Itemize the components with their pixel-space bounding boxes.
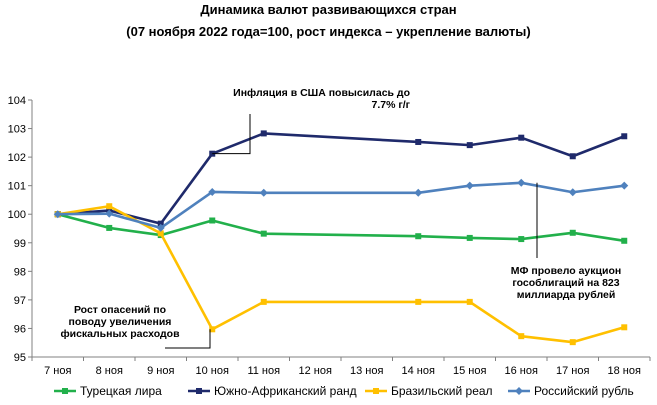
y-tick-label: 96 <box>14 323 26 335</box>
x-tick-label: 13 ноя <box>350 365 383 377</box>
data-point <box>260 130 267 137</box>
data-point <box>259 188 268 197</box>
data-point <box>53 210 62 219</box>
data-point <box>415 233 422 240</box>
annotation-usa-inflation: 7.7% г/г <box>371 99 410 111</box>
legend-label: Российский рубль <box>534 384 634 398</box>
annotation-minfin-auction: МФ провело аукцион <box>511 265 621 277</box>
annotation-leader <box>165 329 211 349</box>
annotation-usa-inflation: Инфляция в США повысилась до <box>233 87 410 99</box>
y-tick-label: 104 <box>8 95 26 107</box>
y-tick-label: 100 <box>8 209 26 221</box>
annotation-minfin-auction: гособлигаций на 823 <box>512 277 619 289</box>
data-point <box>568 188 577 197</box>
legend-label: Турецкая лира <box>80 384 162 398</box>
data-point <box>415 298 422 305</box>
legend-marker <box>62 388 68 394</box>
y-tick-label: 99 <box>14 238 26 250</box>
x-tick-label: 11 ноя <box>247 365 280 377</box>
y-tick-label: 95 <box>14 352 26 364</box>
data-point <box>621 237 628 244</box>
data-point <box>466 142 473 149</box>
x-tick-label: 15 ноя <box>453 365 486 377</box>
data-point <box>465 181 474 190</box>
y-tick-label: 101 <box>8 181 26 193</box>
data-point <box>260 230 267 237</box>
data-point <box>621 324 628 331</box>
legend-marker <box>515 387 523 395</box>
data-point <box>414 188 423 197</box>
x-tick-label: 9 ноя <box>147 365 174 377</box>
x-tick-label: 18 ноя <box>608 365 641 377</box>
data-point <box>106 203 113 210</box>
x-tick-label: 12 ноя <box>299 365 332 377</box>
x-tick-label: 17 ноя <box>556 365 589 377</box>
data-point <box>157 220 164 227</box>
x-tick-label: 16 ноя <box>505 365 538 377</box>
data-point <box>105 209 114 218</box>
annotation-brazil-fiscal: поводу увеличения <box>69 316 172 328</box>
annotation-brazil-fiscal: Рост опасений по <box>74 304 166 316</box>
annotation-leader <box>212 114 251 155</box>
series-line-1 <box>57 212 625 243</box>
y-tick-label: 103 <box>8 124 26 136</box>
legend-marker <box>373 388 379 394</box>
data-point <box>260 298 267 305</box>
data-point <box>466 234 473 241</box>
data-point <box>209 217 216 224</box>
x-tick-label: 10 ноя <box>196 365 229 377</box>
data-point <box>106 224 113 231</box>
series-line-2 <box>57 132 625 225</box>
x-tick-label: 7 ноя <box>44 365 71 377</box>
data-point <box>518 333 525 340</box>
y-tick-label: 98 <box>14 266 26 278</box>
annotation-minfin-auction: миллиарда рублей <box>517 289 616 301</box>
data-point <box>569 153 576 160</box>
data-point <box>518 236 525 243</box>
data-point <box>621 133 628 140</box>
x-tick-label: 14 ноя <box>402 365 435 377</box>
data-point <box>569 229 576 236</box>
series-line-4 <box>57 181 625 230</box>
chart-title: Динамика валют развивающихся стран <box>200 2 457 17</box>
data-point <box>517 178 526 187</box>
legend-marker <box>196 388 202 394</box>
data-point <box>208 187 217 196</box>
legend-label: Бразильский реал <box>391 384 493 398</box>
legend-label: Южно-Африканский ранд <box>214 384 357 398</box>
data-point <box>156 223 165 232</box>
y-tick-label: 97 <box>14 295 26 307</box>
annotation-brazil-fiscal: фискальных расходов <box>60 328 180 340</box>
data-point <box>415 138 422 145</box>
data-point <box>569 339 576 346</box>
chart-subtitle: (07 ноября 2022 года=100, рост индекса –… <box>126 24 531 39</box>
data-point <box>620 181 629 190</box>
x-tick-label: 8 ноя <box>96 365 123 377</box>
y-tick-label: 102 <box>8 152 26 164</box>
data-point <box>209 326 216 333</box>
data-point <box>466 298 473 305</box>
data-point <box>157 230 164 237</box>
data-point <box>518 134 525 141</box>
